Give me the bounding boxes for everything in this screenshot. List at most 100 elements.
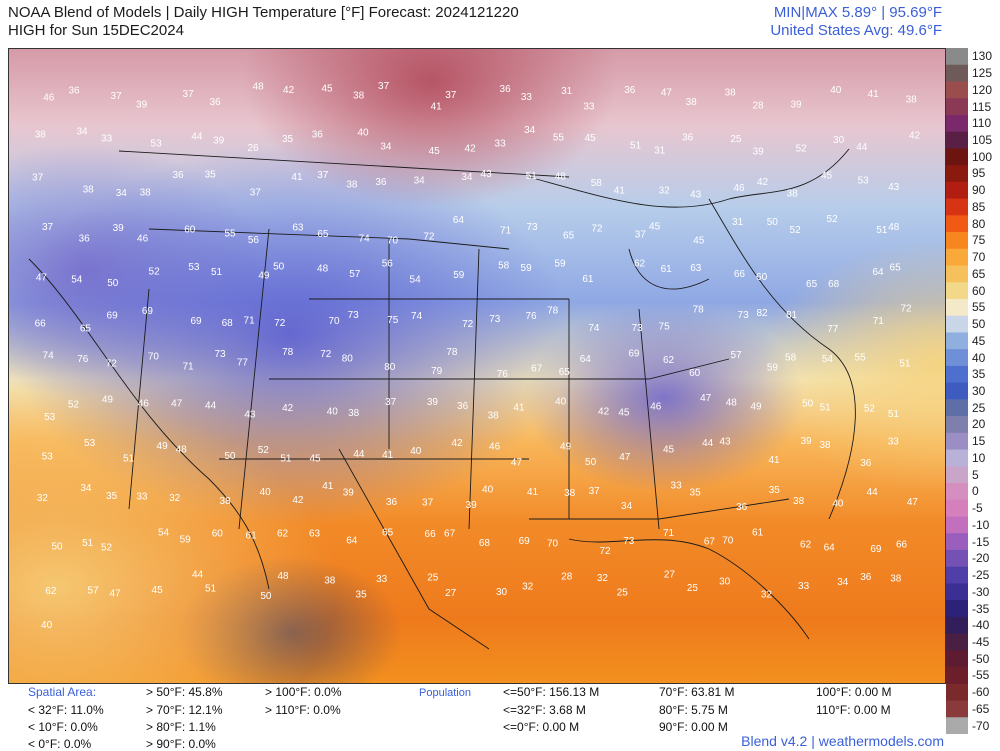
color-swatch	[946, 298, 968, 317]
temperature-label: 38	[83, 184, 95, 195]
temperature-label: 36	[312, 130, 324, 141]
color-swatch	[946, 349, 968, 367]
temperature-label: 54	[410, 274, 422, 285]
temperature-label: 70	[547, 538, 559, 549]
temperature-label: 31	[561, 86, 573, 97]
temperature-label: 52	[68, 399, 80, 410]
temperature-label: 39	[213, 135, 225, 146]
temperature-label: 37	[589, 486, 601, 497]
temperature-label: 45	[309, 454, 321, 465]
temperature-label: 45	[693, 235, 705, 246]
temperature-label: 81	[786, 310, 798, 321]
temperature-label: 78	[282, 347, 294, 358]
temperature-label: 64	[580, 354, 592, 365]
temperature-label: 43	[888, 182, 900, 193]
temperature-label: 52	[796, 144, 808, 155]
temperature-label: 53	[42, 451, 54, 462]
temperature-label: 43	[719, 436, 731, 447]
temperature-label: 66	[734, 269, 746, 280]
temperature-label: 33	[671, 481, 683, 492]
color-swatch	[946, 499, 968, 518]
color-swatch	[946, 449, 968, 467]
temperature-label: 34	[76, 127, 88, 138]
temperature-label: 26	[247, 143, 259, 154]
temperature-label: 58	[498, 260, 510, 271]
temperature-label: 80	[384, 362, 396, 373]
temperature-label: 45	[821, 171, 833, 182]
temperature-label: 35	[106, 491, 118, 502]
temperature-label: 50	[585, 457, 597, 468]
spatial-area-heading: Spatial Area:	[28, 685, 97, 699]
color-scale-tick: -55	[972, 668, 990, 683]
temperature-label: 34	[116, 188, 128, 199]
temperature-label: 34	[621, 501, 633, 512]
color-scale-tick: 65	[972, 266, 986, 281]
temperature-label: 60	[212, 528, 224, 539]
temperature-label: 42	[282, 403, 294, 414]
color-scale-tick: 70	[972, 250, 986, 265]
color-swatch	[946, 282, 968, 300]
temperature-label: 66	[896, 540, 908, 551]
temperature-label: 40	[830, 85, 842, 96]
temperature-label: 45	[152, 585, 164, 596]
temperature-label: 78	[693, 304, 705, 315]
population-heading: Population	[419, 687, 471, 699]
temperature-label: 66	[35, 318, 47, 329]
color-swatch	[946, 650, 968, 668]
temperature-label: 41	[614, 186, 626, 197]
stat-gt110: > 110°F: 0.0%	[265, 703, 341, 717]
stat-lt32: < 32°F: 11.0%	[28, 703, 104, 717]
temperature-label: 73	[526, 222, 538, 233]
temperature-label: 76	[77, 354, 89, 365]
temperature-label: 44	[856, 142, 868, 153]
color-scale-tick: -45	[972, 634, 990, 649]
temperature-label: 36	[386, 497, 398, 508]
temperature-label: 37	[183, 89, 195, 100]
temperature-label: 73	[348, 310, 360, 321]
temperature-label: 72	[591, 223, 603, 234]
color-swatch	[946, 64, 968, 83]
temperature-label: 64	[346, 536, 358, 547]
color-swatch	[946, 181, 968, 200]
color-scale-tick: 55	[972, 300, 986, 315]
temperature-label: 65	[806, 279, 818, 290]
temperature-label: 48	[888, 222, 900, 233]
temperature-label: 40	[357, 127, 369, 138]
temperature-label: 38	[324, 576, 336, 587]
temperature-label: 67	[444, 529, 456, 540]
temperature-label: 70	[328, 316, 340, 327]
temperature-label: 72	[599, 546, 611, 557]
temperature-label: 52	[258, 445, 270, 456]
temperature-label: 61	[582, 274, 594, 285]
temperature-label: 37	[385, 397, 397, 408]
temperature-label: 38	[35, 129, 47, 140]
stat-lt0: < 0°F: 0.0%	[28, 737, 92, 751]
temperature-label: 33	[495, 139, 507, 150]
temperature-label: 72	[900, 304, 912, 315]
temperature-label: 51	[820, 402, 832, 413]
temperature-label: 28	[561, 572, 573, 583]
temperature-label: 45	[618, 408, 630, 419]
color-swatch	[946, 466, 968, 484]
temperature-label: 49	[258, 271, 270, 282]
color-swatch	[946, 549, 968, 568]
temperature-label: 44	[867, 487, 879, 498]
temperature-label: 43	[481, 169, 493, 180]
temperature-label: 47	[511, 458, 523, 469]
temperature-label: 70	[148, 352, 160, 363]
temperature-label: 35	[205, 170, 217, 181]
temperature-label: 60	[689, 368, 701, 379]
temperature-label: 39	[466, 500, 478, 511]
temperature-label: 35	[282, 134, 294, 145]
temperature-label: 74	[43, 350, 55, 361]
temperature-label: 68	[828, 279, 840, 290]
temperature-label: 44	[702, 438, 714, 449]
temperature-label: 38	[353, 91, 365, 102]
temperature-label: 34	[414, 176, 426, 187]
temperature-label: 48	[277, 571, 289, 582]
temperature-label: 38	[686, 97, 698, 108]
color-swatch	[946, 483, 968, 501]
temperature-label: 45	[649, 222, 661, 233]
temperature-label: 58	[785, 352, 797, 363]
temperature-label: 54	[822, 354, 834, 365]
